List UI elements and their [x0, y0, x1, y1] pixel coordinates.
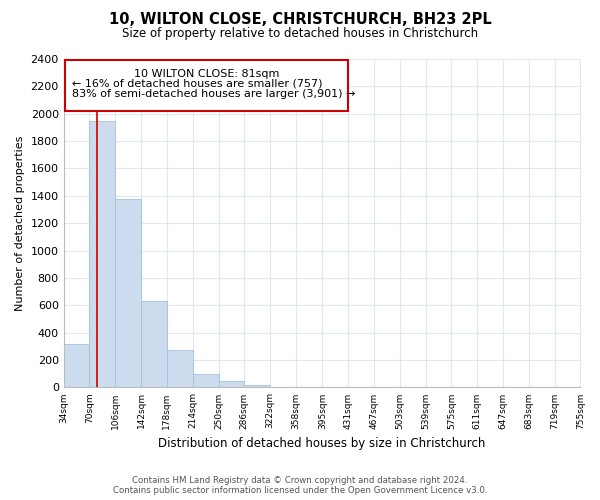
Text: Size of property relative to detached houses in Christchurch: Size of property relative to detached ho… [122, 28, 478, 40]
Bar [218, 382, 244, 388]
Bar [167, 350, 193, 388]
Text: Contains HM Land Registry data © Crown copyright and database right 2024.: Contains HM Land Registry data © Crown c… [132, 476, 468, 485]
Bar [89, 120, 115, 388]
Bar [244, 384, 270, 388]
Bar [65, 60, 347, 111]
Bar [141, 301, 167, 388]
Text: ← 16% of detached houses are smaller (757): ← 16% of detached houses are smaller (75… [72, 78, 323, 88]
Text: 10, WILTON CLOSE, CHRISTCHURCH, BH23 2PL: 10, WILTON CLOSE, CHRISTCHURCH, BH23 2PL [109, 12, 491, 28]
Bar [64, 344, 89, 388]
Bar [115, 198, 141, 388]
Text: Contains public sector information licensed under the Open Government Licence v3: Contains public sector information licen… [113, 486, 487, 495]
Text: 83% of semi-detached houses are larger (3,901) →: 83% of semi-detached houses are larger (… [72, 89, 356, 99]
Y-axis label: Number of detached properties: Number of detached properties [15, 136, 25, 311]
Bar [193, 374, 218, 388]
X-axis label: Distribution of detached houses by size in Christchurch: Distribution of detached houses by size … [158, 437, 486, 450]
Text: 10 WILTON CLOSE: 81sqm: 10 WILTON CLOSE: 81sqm [134, 68, 279, 78]
